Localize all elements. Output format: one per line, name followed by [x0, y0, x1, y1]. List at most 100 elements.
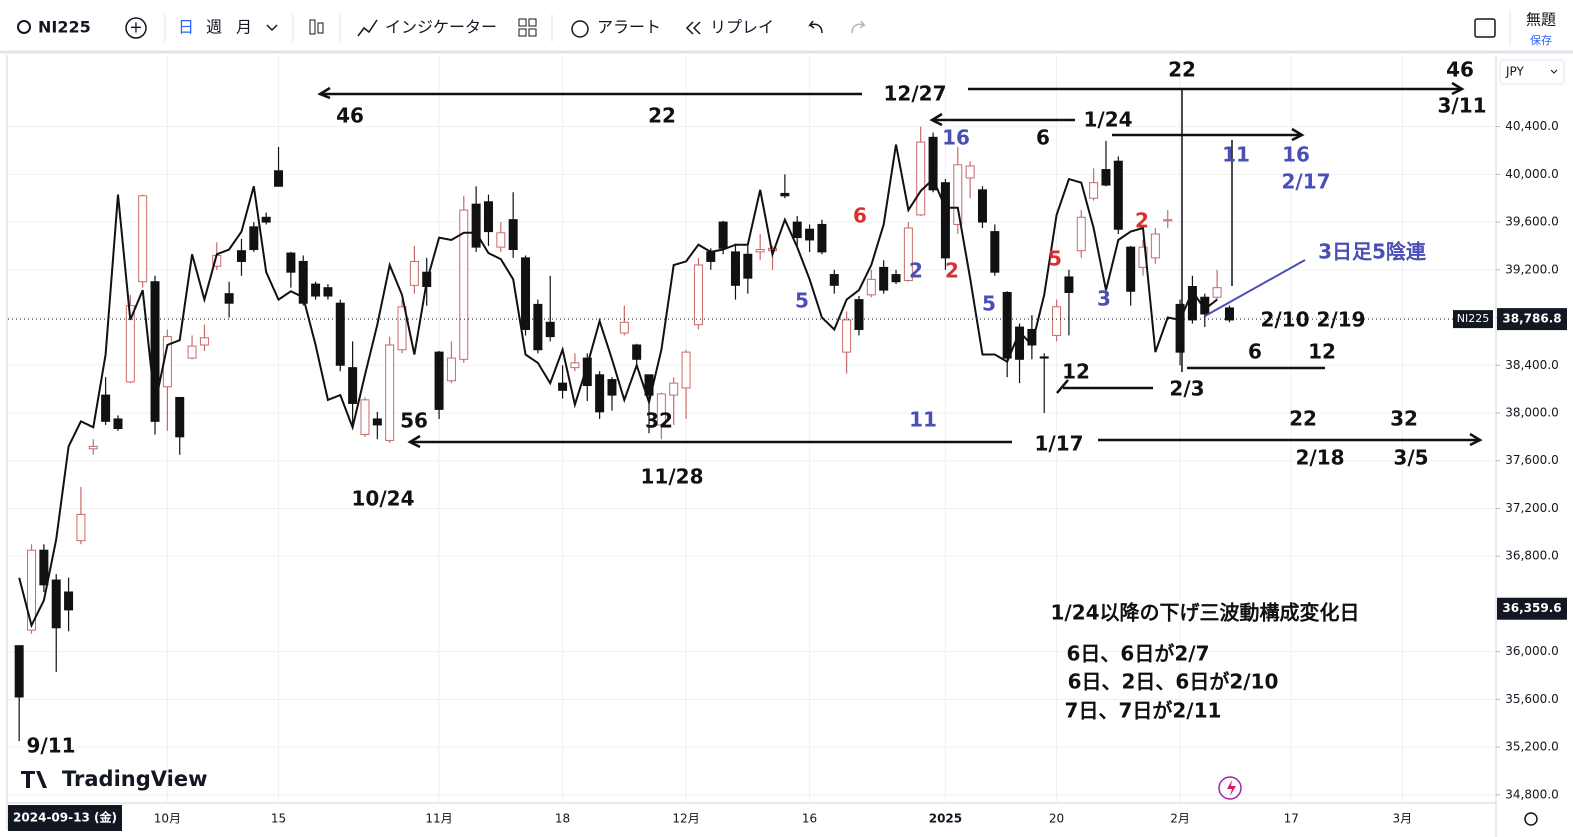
candle-body	[459, 209, 469, 360]
candle-body	[805, 228, 815, 241]
price-marker	[1497, 308, 1567, 331]
logo-mark[interactable]	[21, 771, 47, 788]
annotation: 5	[795, 289, 809, 313]
annotation: 1/24	[1083, 108, 1132, 132]
annotation: 6	[1036, 126, 1050, 150]
annotation: 6日、6日が2/7	[1067, 642, 1210, 666]
replay-icon[interactable]	[685, 21, 701, 35]
candle-body	[755, 249, 765, 253]
candle-body	[879, 266, 889, 291]
candle-body	[1113, 160, 1123, 230]
currency-dropdown	[1550, 69, 1558, 74]
annotation: 12	[1062, 360, 1090, 384]
candle-body	[298, 260, 308, 304]
y-tick-label: 40,400.0	[1505, 119, 1558, 133]
indicator-icon[interactable]	[357, 19, 378, 37]
settings-button[interactable]	[1524, 812, 1538, 826]
candle-body	[236, 250, 246, 262]
annotation: 2	[1135, 209, 1149, 233]
trend-line	[1204, 259, 1306, 317]
annotation: 12	[1308, 340, 1336, 364]
candle-body	[953, 164, 963, 225]
candle-body	[842, 319, 852, 353]
search-icon[interactable]	[17, 20, 31, 34]
chart-type-icon[interactable]	[309, 19, 316, 35]
currency-selector[interactable]	[1499, 59, 1565, 85]
cursor-date: 2024-09-13 (金)	[13, 810, 117, 825]
candle-body	[76, 513, 86, 542]
candle-body	[348, 367, 358, 404]
candle-body	[286, 252, 296, 273]
indicators-button[interactable]: インジケーター	[385, 18, 497, 37]
y-tick-label: 36,800.0	[1505, 549, 1558, 563]
candle-body	[792, 221, 802, 239]
x-tick-label: 11月	[425, 812, 452, 826]
candle-body	[249, 226, 259, 251]
timeframe-month[interactable]: 月	[236, 18, 252, 37]
candle-body	[718, 221, 728, 249]
candle-body	[607, 379, 617, 396]
candle-body	[595, 374, 605, 413]
candle-body	[681, 351, 691, 389]
candle-body	[829, 274, 839, 286]
layout-name[interactable]: 無題	[1526, 11, 1556, 29]
currency[interactable]: JPY	[1505, 65, 1525, 79]
undo-button[interactable]	[807, 20, 823, 34]
x-tick-label: 18	[555, 812, 570, 826]
y-tick-label: 39,600.0	[1505, 215, 1558, 229]
candle-body	[521, 257, 531, 330]
candle-body	[1052, 306, 1062, 336]
candle-body	[113, 418, 123, 429]
annotation: 2	[909, 259, 923, 283]
price-marker	[1497, 597, 1567, 620]
symbol[interactable]: NI225	[38, 18, 91, 37]
annotation: 6日、2日、6日が2/10	[1068, 670, 1279, 694]
annotation: 11	[1222, 143, 1250, 167]
candle-body	[187, 345, 197, 359]
y-tick-label: 37,600.0	[1505, 453, 1558, 467]
candle-body	[1187, 285, 1197, 321]
save-button[interactable]: 保存	[1530, 33, 1552, 47]
candle-body	[965, 165, 975, 179]
templates-icon[interactable]	[518, 18, 527, 27]
candle-body	[743, 253, 753, 279]
candle-body	[311, 283, 321, 297]
annotation: 46	[1446, 58, 1474, 82]
candle-body	[669, 382, 679, 396]
annotation: 22	[648, 104, 676, 128]
add-symbol[interactable]	[125, 17, 147, 39]
timeframe-dropdown[interactable]	[266, 24, 278, 32]
y-tick-label: 34,800.0	[1505, 787, 1558, 801]
redo-button[interactable]	[851, 20, 867, 34]
x-tick-label: 17	[1284, 812, 1299, 826]
candle-body	[1089, 182, 1099, 199]
annotation: 6	[1248, 340, 1262, 364]
candle-body	[1212, 287, 1222, 298]
templates-icon	[518, 28, 527, 37]
notification-icon[interactable]	[1218, 776, 1242, 800]
arrow-head	[929, 112, 943, 127]
candle-body	[928, 136, 938, 191]
arrow-head	[407, 434, 421, 449]
candle-body	[51, 579, 61, 629]
x-tick-label: 15	[271, 812, 286, 826]
candle-body	[1076, 216, 1086, 252]
replay-button[interactable]: リプレイ	[710, 18, 774, 37]
candle-body	[1002, 291, 1012, 359]
logo[interactable]: TradingView	[62, 767, 207, 791]
annotation: 2	[945, 259, 959, 283]
candle-body	[916, 141, 926, 216]
alert-icon[interactable]	[571, 20, 589, 38]
plot: NI225 38,786.8 36,359.6	[8, 126, 1567, 742]
annotation: 1/24以降の下げ三波動構成変化日	[1050, 601, 1359, 625]
timeframe-day[interactable]: 日	[178, 18, 194, 37]
candle-body	[446, 357, 456, 382]
toolbar	[0, 0, 1573, 52]
candle-body	[1175, 303, 1185, 353]
timeframe-week[interactable]: 週	[206, 18, 222, 37]
candle-body	[39, 549, 49, 586]
alert-button[interactable]: アラート	[597, 18, 661, 37]
layout-icon[interactable]	[1474, 18, 1496, 38]
y-tick-label: 37,200.0	[1505, 501, 1558, 515]
annotation: 11	[909, 408, 937, 432]
